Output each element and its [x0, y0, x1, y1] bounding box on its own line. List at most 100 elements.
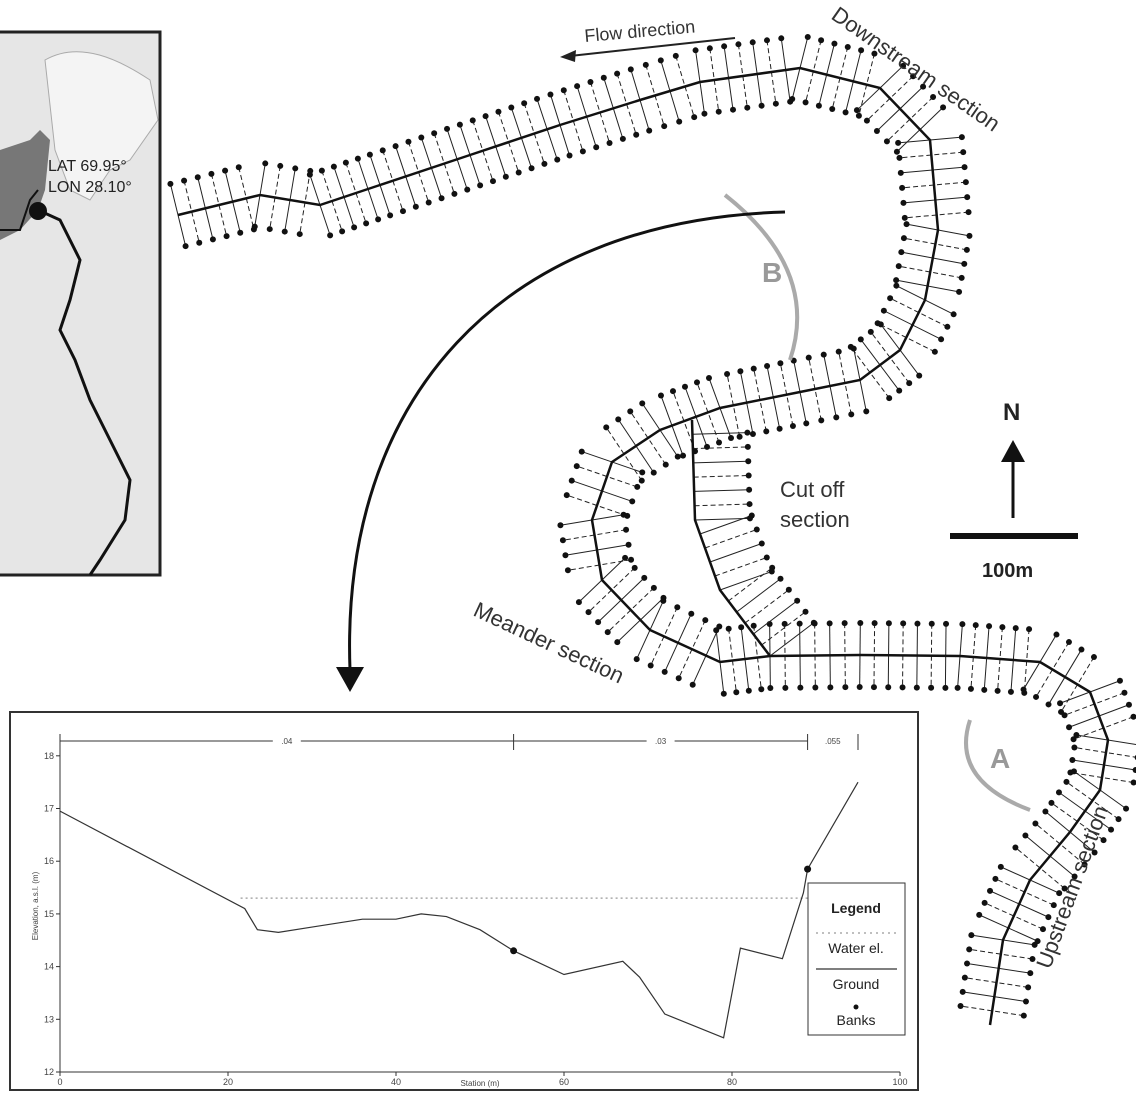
bank-point [804, 866, 811, 873]
roughness-label: .03 [655, 737, 667, 746]
bank-point [746, 472, 752, 478]
bank-point [706, 375, 712, 381]
bank-point [896, 388, 902, 394]
bank-point [782, 621, 788, 627]
bank-point [929, 621, 935, 627]
bank-point [521, 100, 527, 106]
bank-point [292, 165, 298, 171]
bank-point [574, 463, 580, 469]
meander-label: Meander section [470, 597, 628, 688]
bank-point [987, 888, 993, 894]
bank-point [818, 417, 824, 423]
cross-section [694, 475, 749, 477]
bank-point [1133, 767, 1136, 773]
bank-point [842, 684, 848, 690]
roughness-label: .055 [825, 737, 841, 746]
bank-point [339, 228, 345, 234]
bank-point [208, 171, 214, 177]
bank-point [961, 261, 967, 267]
bank-point [821, 352, 827, 358]
bank-point [968, 932, 974, 938]
bank-point [628, 557, 634, 563]
bank-point [560, 537, 566, 543]
bank-point [701, 111, 707, 117]
bank-point [916, 373, 922, 379]
bank-point [661, 123, 667, 129]
bank-point [958, 1003, 964, 1009]
bank-point [1042, 809, 1048, 815]
bank-point [574, 83, 580, 89]
bank-point [733, 689, 739, 695]
bank-point [858, 336, 864, 342]
north-label: N [1003, 399, 1020, 426]
bank-point [343, 160, 349, 166]
bank-point [210, 236, 216, 242]
bank-point [676, 675, 682, 681]
bank-point [663, 462, 669, 468]
bank-point [554, 157, 560, 163]
site-a: A [990, 743, 1010, 774]
y-tick-label: 12 [44, 1067, 54, 1077]
bank-point [1026, 626, 1032, 632]
bank-point [676, 119, 682, 125]
cross-section [770, 623, 814, 656]
bank-point [962, 164, 968, 170]
flow-arrow-head [560, 50, 576, 62]
bank-point [956, 289, 962, 295]
bank-point [196, 240, 202, 246]
bank-point [569, 478, 575, 484]
cutoff-label: section [780, 507, 850, 532]
bank-point [603, 424, 609, 430]
bank-point [955, 685, 961, 691]
bank-point [737, 368, 743, 374]
bank-point [167, 181, 173, 187]
bank-point [724, 371, 730, 377]
bank-point [648, 663, 654, 669]
bank-point [593, 144, 599, 150]
bank-point [639, 400, 645, 406]
bank-point [966, 946, 972, 952]
bank-point [737, 434, 743, 440]
bank-point [639, 478, 645, 484]
bank-point [634, 656, 640, 662]
bank-point [803, 609, 809, 615]
bank-point [816, 103, 822, 109]
bank-point [1121, 690, 1127, 696]
bank-point [623, 527, 629, 533]
bank-point [899, 185, 905, 191]
bank-point [639, 469, 645, 475]
bank-point [431, 130, 437, 136]
bank-point [690, 682, 696, 688]
bank-point [601, 75, 607, 81]
bank-point [331, 164, 337, 170]
bank-point [746, 487, 752, 493]
bank-point [895, 140, 901, 146]
bank-point [1046, 701, 1052, 707]
bank-point [764, 555, 770, 561]
bank-point [786, 587, 792, 593]
bank-point [803, 420, 809, 426]
x-tick-label: 60 [559, 1077, 569, 1087]
bank-point [721, 43, 727, 49]
bank-point [651, 470, 657, 476]
bank-point [380, 147, 386, 153]
lon: LON 28.10° [48, 179, 132, 196]
cross-section [710, 544, 762, 562]
bank-point [674, 604, 680, 610]
site-marker [29, 202, 47, 220]
roughness-label: .04 [281, 737, 293, 746]
bank-point [943, 621, 949, 627]
bank-point [857, 620, 863, 626]
bank-point [992, 876, 998, 882]
legend-swatch [854, 1005, 859, 1010]
bank-point [641, 575, 647, 581]
bank-point [966, 209, 972, 215]
bank-point [962, 975, 968, 981]
bank-point [629, 498, 635, 504]
cross-section [762, 612, 806, 645]
bank-point [854, 107, 860, 113]
bank-point [738, 624, 744, 630]
cross-section [694, 490, 749, 492]
bank-point [183, 243, 189, 249]
bank-point [1078, 647, 1084, 653]
